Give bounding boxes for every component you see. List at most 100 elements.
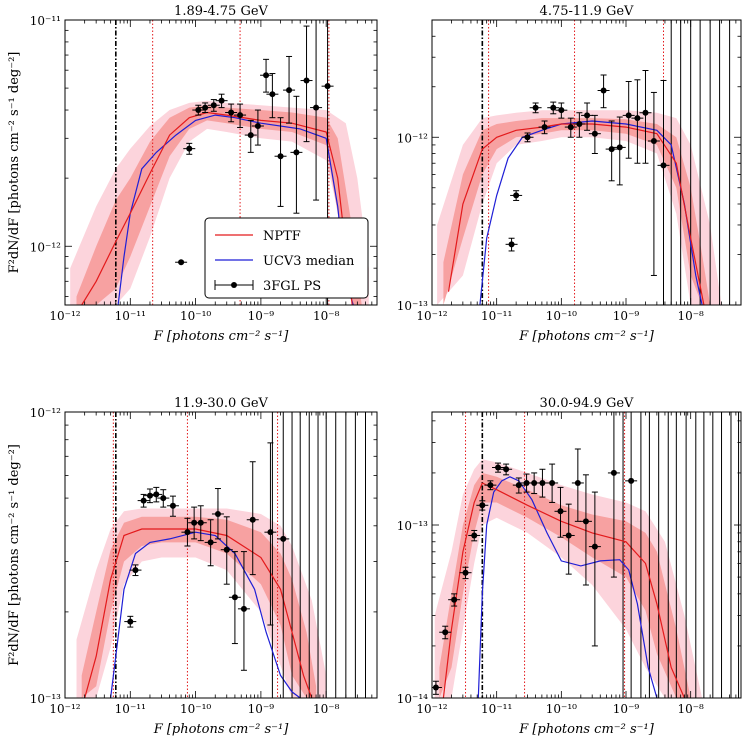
x-axis-label: F [photons cm⁻² s⁻¹]	[518, 722, 655, 737]
band-95	[437, 110, 722, 305]
data-point	[280, 535, 287, 542]
data-point	[495, 464, 502, 471]
x-tick-label: 10⁻¹¹	[115, 702, 146, 716]
x-tick-label: 10⁻¹²	[49, 309, 80, 323]
data-point	[523, 479, 530, 486]
x-tick-label: 10⁻¹²	[416, 309, 447, 323]
data-point	[503, 466, 510, 473]
data-point	[628, 477, 635, 484]
data-point	[263, 72, 270, 79]
data-point	[591, 543, 598, 550]
panel-3: 10⁻¹² 10⁻¹¹ 10⁻¹⁰ 10⁻⁹ 10⁻⁸10⁻¹³10⁻¹²11.9-30…	[7, 396, 378, 737]
legend: NPTF UCV3 median 3FGL PS	[204, 217, 369, 299]
data-point	[584, 112, 591, 119]
x-tick-label: 10⁻¹¹	[115, 309, 146, 323]
x-tick-label: 10⁻⁸	[677, 309, 704, 323]
x-tick-label: 10⁻⁸	[313, 309, 340, 323]
x-tick-label: 10⁻¹⁰	[180, 702, 211, 716]
band-68	[439, 472, 691, 698]
legend-box	[204, 217, 369, 299]
data-point	[202, 104, 209, 111]
x-tick-label: 10⁻⁹	[248, 309, 275, 323]
data-point	[207, 539, 214, 546]
data-point	[324, 83, 331, 90]
axes-frame	[431, 19, 742, 306]
data-point	[267, 529, 274, 536]
data-point	[153, 491, 160, 498]
x-tick-label: 10⁻¹¹	[481, 702, 512, 716]
y-tick-label: 10⁻¹³	[397, 299, 428, 313]
axes-frame	[64, 19, 378, 306]
data-point	[186, 145, 193, 152]
data-point	[269, 91, 276, 98]
x-tick-label: 10⁻⁹	[613, 309, 640, 323]
data-point	[178, 259, 185, 266]
data-point	[513, 192, 520, 199]
x-tick-label: 10⁻⁹	[248, 702, 275, 716]
data-point	[132, 567, 139, 574]
x-axis-label: F [photons cm⁻² s⁻¹]	[153, 722, 290, 737]
data-point	[462, 569, 469, 576]
nptf-line	[84, 528, 313, 698]
x-tick-label: 10⁻⁸	[313, 702, 340, 716]
data-point	[231, 594, 238, 601]
data-point	[642, 109, 649, 116]
data-point	[191, 519, 198, 526]
data-point	[625, 112, 632, 119]
data-point	[254, 123, 261, 130]
data-point	[432, 684, 439, 691]
panel-2: 10⁻¹² 10⁻¹¹ 10⁻¹⁰ 10⁻⁹ 10⁻⁸10⁻¹³10⁻¹²4.75-11…	[397, 4, 742, 344]
data-point	[197, 519, 204, 526]
data-point	[539, 479, 546, 486]
data-point	[660, 162, 667, 169]
data-point	[127, 618, 134, 625]
legend-label: UCV3 median	[263, 254, 355, 269]
panel-title: 30.0-94.9 GeV	[540, 396, 634, 411]
y-tick-label: 10⁻¹²	[30, 406, 61, 420]
panel-4: 10⁻¹² 10⁻¹¹ 10⁻¹⁰ 10⁻⁹ 10⁻⁸ 10⁻¹⁴ 10⁻¹³ 30.0-94…	[397, 396, 742, 737]
data-point	[214, 510, 221, 517]
data-point	[558, 107, 565, 114]
data-point	[591, 130, 598, 137]
x-tick-label: 10⁻⁹	[613, 702, 640, 716]
ucv3-median-line	[110, 531, 301, 698]
data-point	[508, 241, 515, 248]
ucv3-median-line	[117, 114, 354, 305]
data-point	[600, 87, 607, 94]
y-tick-label: 10⁻¹³	[397, 519, 428, 533]
y-tick-label: 10⁻¹²	[30, 240, 61, 254]
data-point	[574, 479, 581, 486]
data-point	[634, 115, 641, 122]
band-68	[76, 105, 362, 305]
data-point	[184, 529, 191, 536]
data-point	[650, 137, 657, 144]
data-point	[223, 546, 230, 553]
panel-title: 11.9-30.0 GeV	[174, 396, 268, 411]
data-point	[550, 104, 557, 111]
x-tick-label: 10⁻⁸	[677, 702, 704, 716]
nptf-line	[447, 123, 705, 305]
data-point	[303, 77, 310, 84]
data-point	[487, 482, 494, 489]
axes-frame	[64, 411, 378, 699]
legend-label: 3FGL PS	[263, 279, 321, 294]
y-axis-label: F²dN/dF [photons cm⁻² s⁻¹ deg⁻²]	[7, 52, 22, 274]
band-68	[81, 516, 317, 698]
x-axis-label: F [photons cm⁻² s⁻¹]	[518, 329, 655, 344]
axes-frame	[431, 411, 742, 699]
band-95	[434, 459, 703, 698]
plot-area	[76, 412, 367, 698]
data-point	[582, 518, 589, 525]
x-tick-label: 10⁻¹²	[49, 702, 80, 716]
nptf-line	[442, 482, 685, 698]
data-point	[286, 87, 293, 94]
data-point	[557, 508, 564, 515]
data-point	[531, 479, 538, 486]
data-point	[313, 104, 320, 111]
plot-area	[70, 20, 369, 305]
y-tick-label: 10⁻¹¹	[30, 14, 61, 28]
data-point	[451, 596, 458, 603]
x-tick-label: 10⁻¹¹	[481, 309, 512, 323]
data-point	[549, 479, 556, 486]
